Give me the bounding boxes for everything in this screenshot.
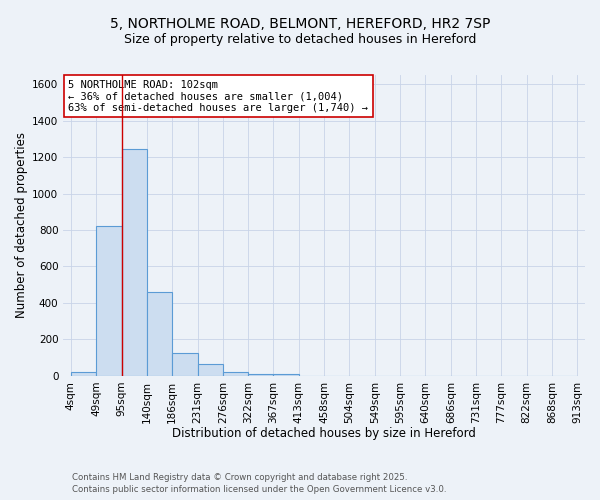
Bar (96, 226, 122, 376)
Bar (197, 364, 223, 376)
Bar (122, 149, 147, 376)
Bar (223, 372, 248, 376)
Text: Contains public sector information licensed under the Open Government Licence v3: Contains public sector information licen… (72, 485, 446, 494)
Bar (71, 372, 96, 376)
Text: Size of property relative to detached houses in Hereford: Size of property relative to detached ho… (124, 32, 476, 46)
Text: 5, NORTHOLME ROAD, BELMONT, HEREFORD, HR2 7SP: 5, NORTHOLME ROAD, BELMONT, HEREFORD, HR… (110, 18, 490, 32)
Bar (172, 353, 197, 376)
Bar (147, 292, 172, 376)
Text: 5 NORTHOLME ROAD: 102sqm
← 36% of detached houses are smaller (1,004)
63% of sem: 5 NORTHOLME ROAD: 102sqm ← 36% of detach… (68, 80, 368, 112)
Text: Contains HM Land Registry data © Crown copyright and database right 2025.: Contains HM Land Registry data © Crown c… (72, 472, 407, 482)
Bar (274, 374, 299, 376)
Bar (248, 374, 274, 376)
Y-axis label: Number of detached properties: Number of detached properties (15, 132, 28, 318)
X-axis label: Distribution of detached houses by size in Hereford: Distribution of detached houses by size … (172, 427, 476, 440)
